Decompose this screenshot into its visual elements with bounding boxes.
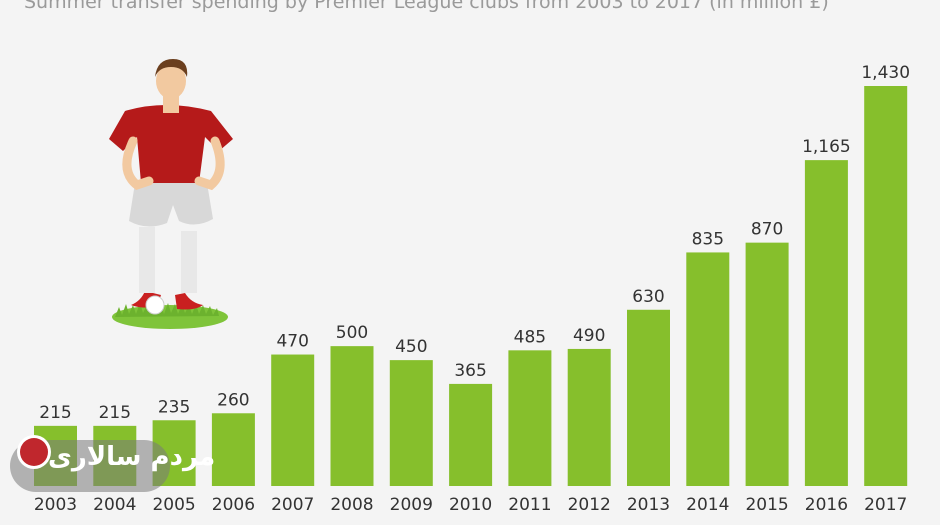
bar-value-label-2009: 450 [395,337,427,357]
x-tick-label-2016: 2016 [805,495,848,515]
bar-2016 [804,160,848,487]
bar-value-label-2003: 215 [39,403,71,423]
bar-value-label-2006: 260 [217,390,249,410]
x-tick-label-2010: 2010 [449,495,492,515]
x-tick-label-2015: 2015 [745,495,788,515]
football-player-illustration [109,59,233,329]
bar-2010 [449,383,493,486]
x-tick-label-2007: 2007 [271,495,314,515]
bar-value-label-2013: 630 [632,287,664,307]
x-tick-label-2006: 2006 [212,495,255,515]
bar-value-label-2008: 500 [336,323,368,343]
x-tick-label-2003: 2003 [34,495,77,515]
bar-value-label-2016: 1,165 [802,137,851,157]
x-tick-label-2012: 2012 [568,495,611,515]
x-tick-label-2017: 2017 [864,495,907,515]
bar-value-label-2015: 870 [751,220,783,240]
bar-value-label-2005: 235 [158,397,190,417]
watermark-text: مردم سالاری [48,442,216,472]
x-tick-label-2008: 2008 [330,495,373,515]
bar-2012 [567,348,611,486]
x-tick-label-2005: 2005 [152,495,195,515]
bar-2014 [686,252,730,486]
bar-value-label-2010: 365 [454,361,486,381]
bar-2015 [745,242,789,486]
x-tick-label-2014: 2014 [686,495,729,515]
bar-2017 [864,86,908,486]
bar-value-label-2004: 215 [99,403,131,423]
chart-title: Summer transfer spending by Premier Leag… [24,0,829,13]
bar-value-label-2012: 490 [573,326,605,346]
x-tick-label-2011: 2011 [508,495,551,515]
bar-2006 [211,413,255,486]
bar-2008 [330,346,374,486]
bar-value-label-2014: 835 [692,229,724,249]
bar-2007 [271,354,315,486]
watermark-logo: مردم سالاری [4,432,215,496]
bar-value-label-2011: 485 [514,327,546,347]
bar-value-label-2007: 470 [276,332,308,352]
bar-2009 [389,360,433,486]
bar-2013 [627,309,670,486]
bar-2011 [508,350,552,486]
x-tick-label-2013: 2013 [627,495,670,515]
x-tick-label-2004: 2004 [93,495,136,515]
bar-value-label-2017: 1,430 [861,63,910,83]
x-tick-label-2009: 2009 [390,495,433,515]
